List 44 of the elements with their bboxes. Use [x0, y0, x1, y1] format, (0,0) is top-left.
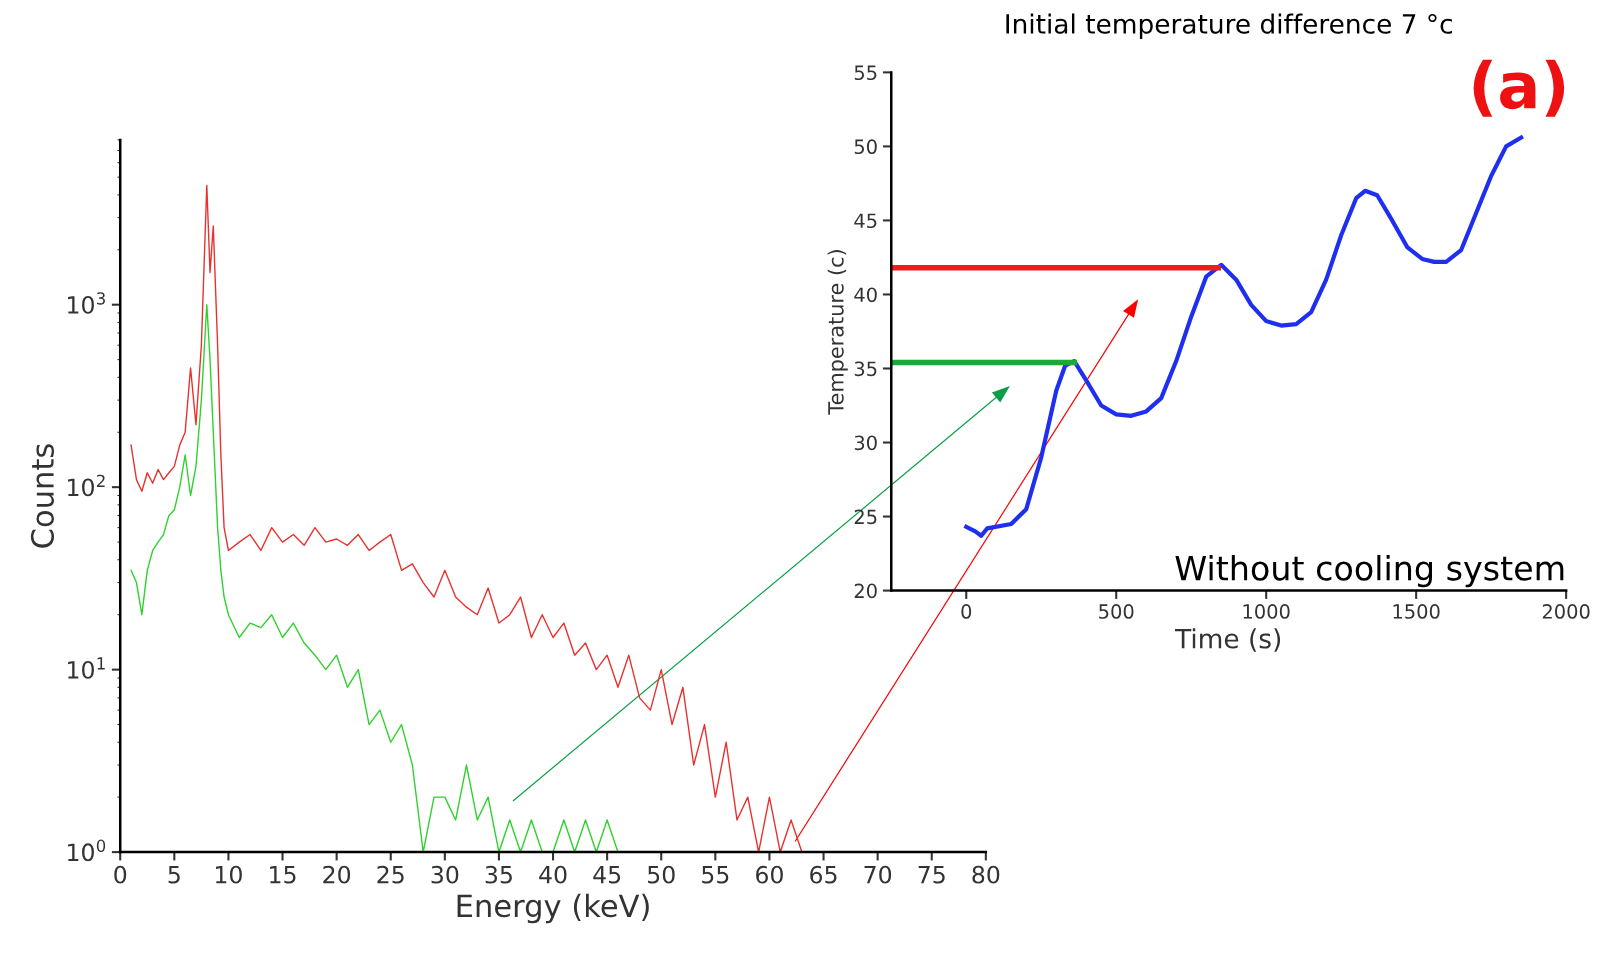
y-tick-label: 20 [854, 583, 877, 599]
x-tick-label: 70 [864, 865, 892, 884]
annotation: (a) [1473, 59, 1565, 117]
y-tick-label: 10$^{3}$ [68, 292, 105, 314]
y-tick-label: 10$^{0}$ [68, 839, 106, 862]
x-tick-label: 1000 [1243, 604, 1290, 619]
x-tick-label: 10 [216, 865, 242, 884]
y-tick-label: 40 [854, 287, 877, 303]
y-tick-label: 30 [854, 435, 877, 451]
x-tick-label: 45 [593, 866, 621, 884]
x-tick-label: 65 [810, 865, 837, 884]
x-tick-label: 75 [918, 866, 945, 884]
chart-title: Initial temperature difference 7 °c [1006, 13, 1452, 39]
y-tick-label: 55 [854, 65, 877, 81]
x-axis-title: Energy (keV) [457, 893, 649, 924]
x-tick-label: 30 [431, 865, 459, 884]
y-tick-label: 25 [854, 509, 877, 525]
y-tick-label: 45 [854, 213, 877, 229]
x-tick-label: 50 [648, 865, 675, 884]
y-tick-label: 35 [854, 361, 877, 377]
line-series [964, 135, 1524, 538]
x-tick-label: 500 [1099, 604, 1134, 619]
x-tick-label: 0 [114, 865, 127, 884]
annotation: Without cooling system [1175, 554, 1564, 588]
y-tick-label: 10$^{2}$ [68, 474, 105, 497]
x-tick-label: 55 [702, 866, 729, 884]
x-tick-label: 2000 [1542, 604, 1590, 619]
line-series [130, 304, 619, 853]
y-axis-title: Temperature (c) [827, 250, 848, 415]
y-tick-label: 50 [854, 139, 877, 155]
x-tick-label: 15 [270, 866, 296, 884]
x-tick-label: 20 [323, 865, 351, 884]
x-axis-title: Time (s) [1174, 628, 1281, 652]
x-tick-label: 60 [756, 865, 783, 884]
x-tick-label: 25 [377, 865, 404, 884]
x-tick-label: 5 [168, 866, 180, 884]
x-tick-label: 0 [961, 604, 972, 619]
line-series [130, 184, 803, 853]
x-tick-label: 35 [485, 865, 512, 884]
x-tick-label: 40 [539, 865, 567, 884]
x-tick-label: 80 [972, 865, 1000, 884]
x-tick-label: 1500 [1393, 604, 1440, 619]
y-axis-title: Counts [30, 444, 54, 548]
y-tick-label: 10$^{1}$ [68, 657, 105, 679]
